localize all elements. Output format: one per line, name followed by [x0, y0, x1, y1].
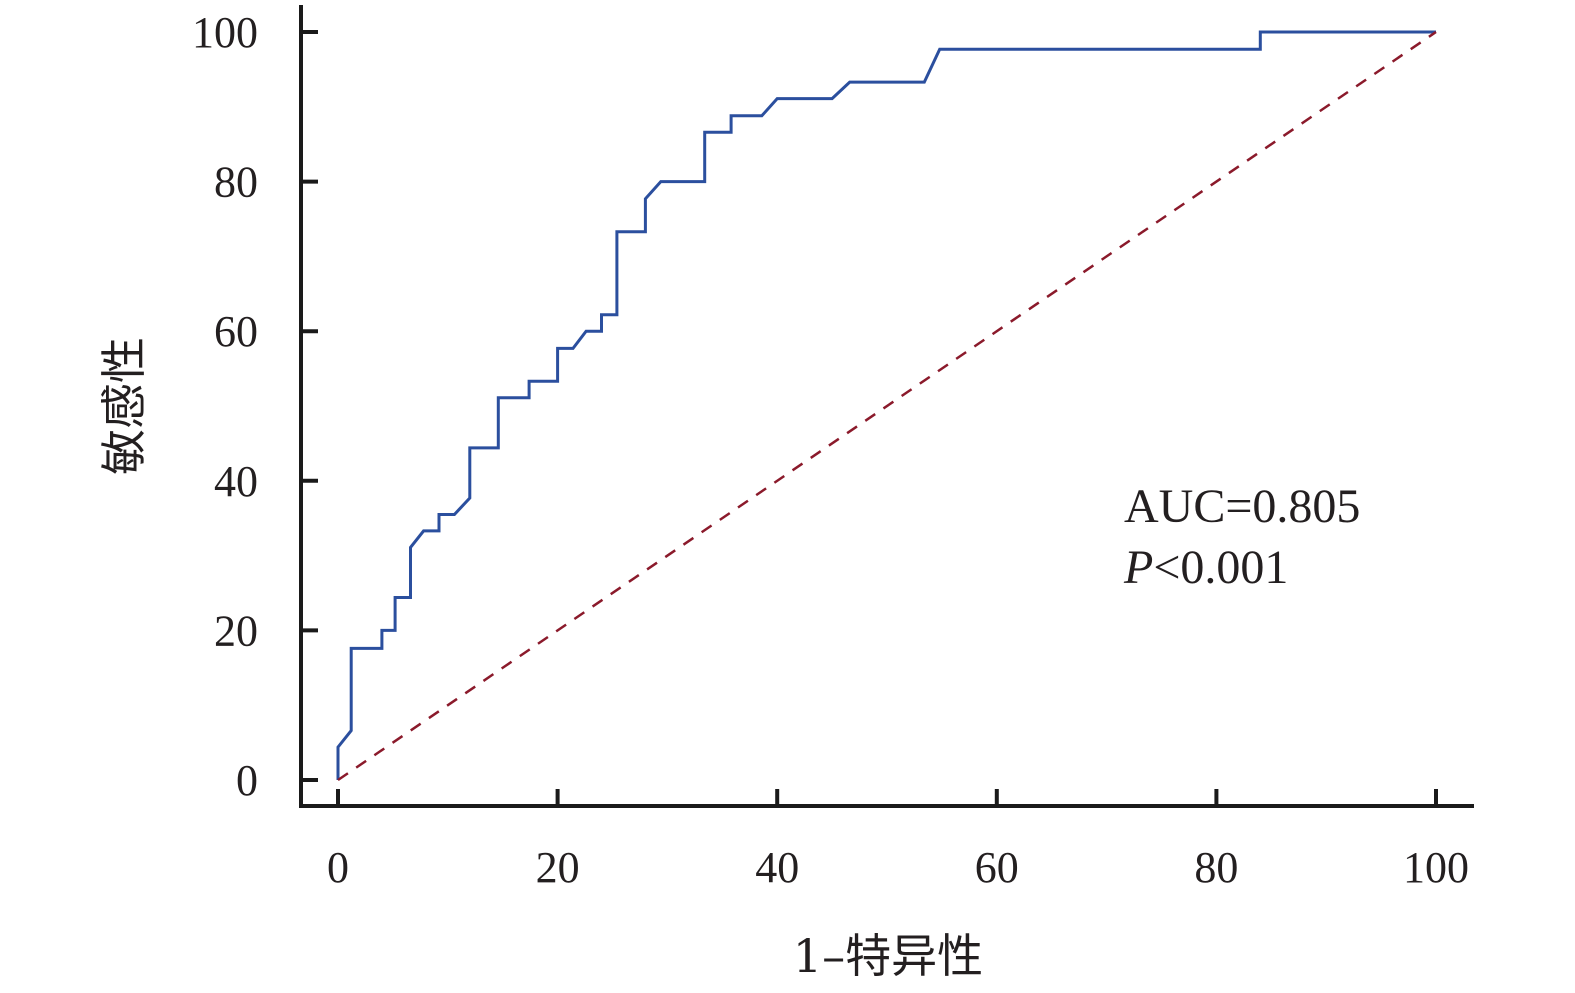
p-value-annotation: P<0.001 — [1123, 541, 1288, 594]
y-tick-label-80: 80 — [214, 158, 258, 207]
x-tick-label-80: 80 — [1194, 843, 1238, 892]
axes-layer — [299, 5, 1474, 808]
x-tick-label-0: 0 — [327, 843, 349, 892]
x-tick-label-40: 40 — [755, 843, 799, 892]
y-tick-label-40: 40 — [214, 457, 258, 506]
y-axis-label: 敏感性 — [97, 337, 151, 475]
y-tick-label-60: 60 — [214, 307, 258, 356]
roc-curve-line — [336, 30, 1436, 780]
p-value: <0.001 — [1153, 541, 1288, 594]
p-symbol: P — [1123, 541, 1153, 594]
y-tick-label-20: 20 — [214, 606, 258, 655]
x-tick-label-20: 20 — [536, 843, 580, 892]
reference-diagonal-line — [337, 30, 1437, 782]
plot-area: 0 20 40 60 80 100 0 20 40 60 80 100 — [192, 5, 1474, 892]
y-tick-label-0: 0 — [236, 756, 258, 805]
x-axis-label: 1–特异性 — [793, 929, 983, 983]
ticks-layer: 0 20 40 60 80 100 0 20 40 60 80 100 — [192, 8, 1469, 892]
x-tick-label-60: 60 — [975, 843, 1019, 892]
y-tick-label-100: 100 — [192, 8, 258, 57]
x-tick-label-100: 100 — [1403, 843, 1469, 892]
auc-annotation: AUC=0.805 — [1124, 480, 1360, 533]
series-layer — [336, 30, 1437, 782]
